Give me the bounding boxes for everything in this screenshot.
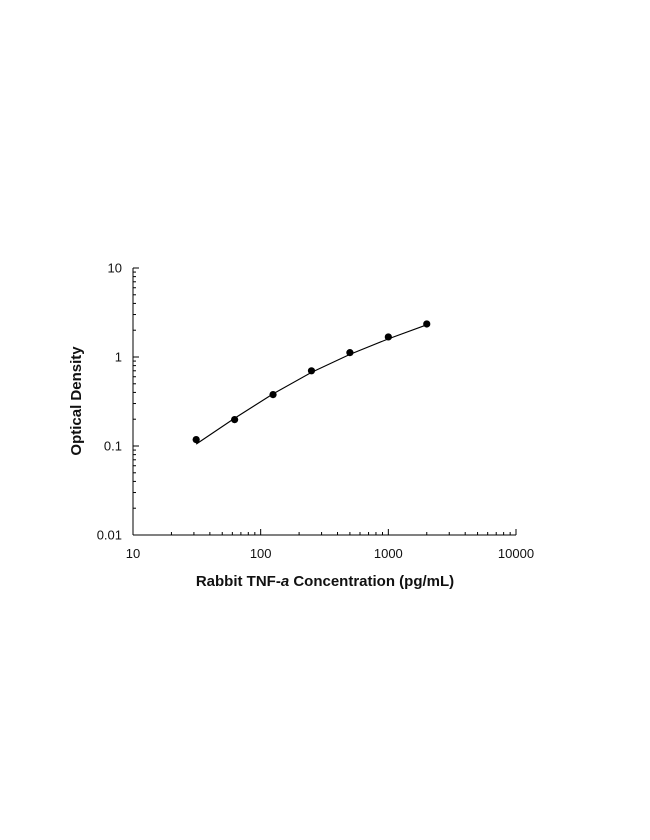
y-tick-label: 0.1: [104, 439, 122, 454]
axes: 10 100 1000 10000 0.01 0.1 1 10: [97, 261, 534, 562]
x-axis-title-italic: a: [281, 573, 289, 590]
y-axis-title: Optical Density: [68, 346, 85, 456]
x-tick-label: 10000: [498, 546, 534, 561]
data-point: [307, 367, 316, 375]
data-point: [384, 333, 392, 341]
data-point: [192, 436, 200, 444]
y-tick-label: 10: [108, 261, 122, 276]
data-point: [269, 391, 277, 399]
data-point: [231, 416, 239, 424]
x-axis-title: Rabbit TNF-a Concentration (pg/mL): [196, 573, 454, 590]
x-tick-label: 100: [250, 546, 272, 561]
data-point: [346, 349, 354, 357]
x-tick-label: 10: [126, 546, 140, 561]
y-tick-label: 1: [115, 350, 122, 365]
data-points-layer: [192, 320, 431, 444]
x-tick-label: 1000: [374, 546, 403, 561]
fit-curve-layer: [195, 324, 427, 445]
data-point: [423, 320, 431, 328]
fit-curve: [195, 324, 427, 445]
y-tick-label: 0.01: [97, 528, 122, 543]
x-axis-title-prefix: Rabbit TNF-: [196, 573, 281, 590]
x-axis-title-suffix: Concentration (pg/mL): [289, 573, 454, 590]
